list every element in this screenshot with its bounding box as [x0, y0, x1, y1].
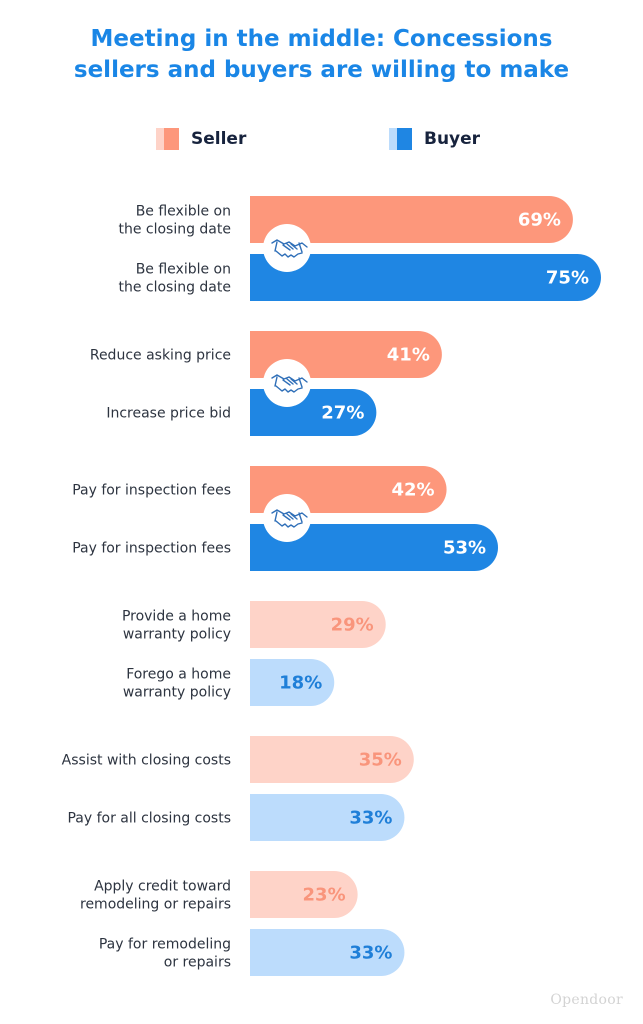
buyer-category-label-2-line: Increase price bid — [106, 406, 231, 422]
buyer-category-label-1-line: the closing date — [118, 280, 231, 296]
handshake-icon — [263, 359, 311, 407]
seller-category-label-1-line: Be flexible on — [136, 204, 231, 220]
seller-value-3: 42% — [391, 480, 434, 501]
chart-title: Meeting in the middle: Concessions selle… — [0, 24, 643, 86]
seller-category-label-6-line: remodeling or repairs — [80, 897, 231, 913]
seller-value-5: 35% — [359, 750, 402, 771]
seller-category-label-1-line: the closing date — [118, 222, 231, 238]
buyer-value-6: 33% — [349, 943, 392, 964]
handshake-icon — [263, 224, 311, 272]
seller-bar-1 — [250, 196, 573, 243]
buyer-category-label-6-line: Pay for remodeling — [99, 937, 231, 953]
seller-category-label-2: Reduce asking price — [90, 348, 231, 364]
buyer-category-label-3-line: Pay for inspection fees — [72, 541, 231, 557]
buyer-bar-3 — [250, 524, 499, 571]
title-line-1: Meeting in the middle: Concessions — [90, 26, 553, 52]
handshake-icon-glyph — [271, 239, 308, 258]
buyer-value-5: 33% — [349, 808, 392, 829]
seller-bar-5 — [250, 736, 414, 783]
seller-category-label-3-line: Pay for inspection fees — [72, 483, 231, 499]
seller-category-label-1: Be flexible on the closing date — [118, 204, 231, 238]
seller-category-label-5: Assist with closing costs — [62, 753, 231, 769]
title-line-2: sellers and buyers are willing to make — [73, 57, 570, 83]
seller-category-label-6: Apply credit toward remodeling or repairs — [80, 879, 231, 913]
buyer-value-3: 53% — [443, 538, 486, 559]
seller-bar-6 — [250, 871, 358, 918]
buyer-bar-4 — [250, 659, 335, 706]
buyer-category-label-5: Pay for all closing costs — [67, 811, 231, 827]
buyer-category-label-1: Be flexible on the closing date — [118, 262, 231, 296]
handshake-icon-glyph — [271, 509, 308, 528]
buyer-bar-5 — [250, 794, 405, 841]
handshake-icon — [263, 494, 311, 542]
buyer-category-label-6: Pay for remodeling or repairs — [99, 937, 231, 971]
legend-buyer-label: Buyer — [424, 129, 481, 149]
seller-category-label-5-line: Assist with closing costs — [62, 753, 231, 769]
buyer-category-label-2: Increase price bid — [106, 406, 231, 422]
buyer-value-2: 27% — [321, 403, 364, 424]
seller-value-2: 41% — [387, 345, 430, 366]
seller-category-label-4-line: warranty policy — [123, 627, 231, 643]
legend-seller-swatch — [156, 128, 179, 150]
buyer-bar-1 — [250, 254, 601, 301]
buyer-category-label-3: Pay for inspection fees — [72, 541, 231, 557]
legend-buyer: Buyer — [389, 126, 480, 152]
buyer-category-label-4-line: Forego a home — [126, 667, 231, 683]
buyer-bar-6 — [250, 929, 405, 976]
seller-bar-4 — [250, 601, 386, 648]
seller-category-label-2-line: Reduce asking price — [90, 348, 231, 364]
buyer-category-label-1-line: Be flexible on — [136, 262, 231, 278]
buyer-category-label-4-line: warranty policy — [123, 685, 231, 701]
seller-category-label-4-line: Provide a home — [122, 609, 231, 625]
seller-value-6: 23% — [303, 885, 346, 906]
legend-seller: Seller — [156, 126, 246, 152]
legend-seller-label: Seller — [191, 129, 247, 149]
handshake-icon-glyph — [271, 374, 308, 393]
opendoor-logo: Opendoor — [550, 992, 623, 1008]
buyer-category-label-5-line: Pay for all closing costs — [67, 811, 231, 827]
seller-value-4: 29% — [331, 615, 374, 636]
legend-buyer-swatch — [389, 128, 412, 150]
seller-category-label-3: Pay for inspection fees — [72, 483, 231, 499]
buyer-category-label-6-line: or repairs — [164, 955, 231, 971]
seller-value-1: 69% — [518, 210, 561, 231]
buyer-value-4: 18% — [279, 673, 322, 694]
seller-category-label-6-line: Apply credit toward — [94, 879, 231, 895]
seller-category-label-4: Provide a home warranty policy — [122, 609, 231, 643]
buyer-category-label-4: Forego a home warranty policy — [123, 667, 231, 701]
buyer-value-1: 75% — [546, 268, 589, 289]
